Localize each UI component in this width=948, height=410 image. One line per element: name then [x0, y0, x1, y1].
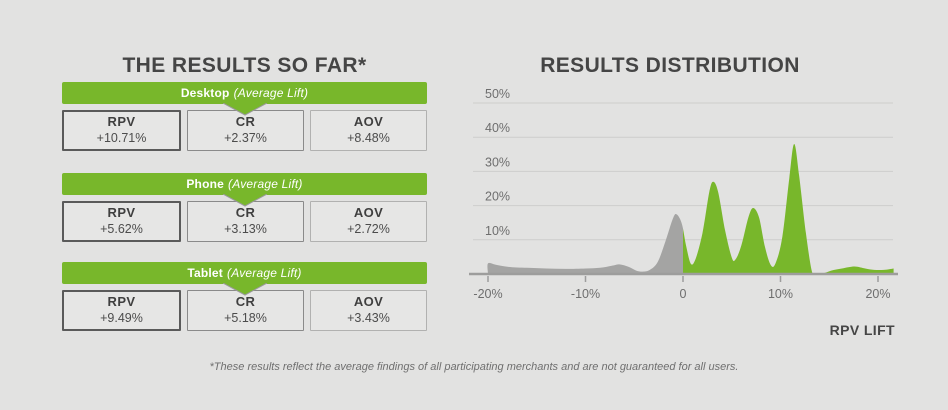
notch-arrow-icon [222, 194, 267, 207]
metric-label: CR [235, 294, 256, 310]
svg-text:-10%: -10% [571, 287, 600, 301]
svg-text:20%: 20% [485, 190, 510, 204]
chart-title: RESULTS DISTRIBUTION [540, 54, 800, 78]
svg-text:10%: 10% [485, 224, 510, 238]
metric-box-aov: AOV +3.43% [310, 290, 427, 331]
device-name: Phone [186, 177, 225, 191]
notch-arrow-icon [222, 283, 267, 296]
footnote: *These results reflect the average findi… [209, 361, 739, 373]
svg-text:10%: 10% [768, 287, 793, 301]
svg-text:20%: 20% [865, 287, 890, 301]
tablet-metrics-row: RPV +9.49% CR +5.18% AOV +3.43% [62, 290, 427, 331]
average-lift-qualifier: (Average Lift) [233, 86, 309, 100]
metric-value: +3.43% [347, 311, 390, 326]
metric-label: RPV [107, 205, 136, 221]
desktop-header-bar: Desktop (Average Lift) [62, 82, 427, 104]
metric-box-cr: CR +3.13% [187, 201, 304, 242]
desktop-metrics-row: RPV +10.71% CR +2.37% AOV +8.48% [62, 110, 427, 151]
metric-value: +3.13% [224, 222, 267, 237]
average-lift-qualifier: (Average Lift) [228, 177, 303, 191]
notch-arrow-icon [222, 103, 267, 116]
metric-box-rpv: RPV +5.62% [62, 201, 181, 242]
device-name: Desktop [180, 86, 230, 100]
desktop-results-section: Desktop (Average Lift) RPV +10.71% CR +2… [62, 82, 427, 151]
tablet-results-section: Tablet (Average Lift) RPV +9.49% CR +5.1… [62, 262, 427, 331]
svg-text:-20%: -20% [473, 287, 502, 301]
metric-value: +5.18% [224, 311, 267, 326]
metric-label: CR [235, 205, 256, 221]
metric-box-cr: CR +5.18% [187, 290, 304, 331]
metric-value: +9.49% [100, 311, 143, 326]
metric-label: RPV [107, 114, 136, 130]
metric-label: AOV [353, 205, 384, 221]
metric-label: AOV [353, 294, 384, 310]
metric-value: +10.71% [96, 131, 147, 146]
tablet-header-bar: Tablet (Average Lift) [62, 262, 427, 284]
svg-text:30%: 30% [485, 155, 510, 169]
metric-label: AOV [353, 114, 384, 130]
results-title: THE RESULTS SO FAR* [122, 54, 367, 78]
metric-box-cr: CR +2.37% [187, 110, 304, 151]
metric-value: +5.62% [100, 222, 143, 237]
svg-text:40%: 40% [485, 121, 510, 135]
results-distribution-chart: 10% 20% 30% 40% 50% -20% -10% 0 10% 20% [469, 87, 898, 301]
metric-box-rpv: RPV +10.71% [62, 110, 181, 151]
metric-box-aov: AOV +2.72% [310, 201, 427, 242]
svg-text:0: 0 [680, 287, 687, 301]
phone-results-section: Phone (Average Lift) RPV +5.62% CR +3.13… [62, 173, 427, 242]
phone-header-bar: Phone (Average Lift) [62, 173, 427, 195]
average-lift-qualifier: (Average Lift) [227, 266, 302, 280]
phone-metrics-row: RPV +5.62% CR +3.13% AOV +2.72% [62, 201, 427, 242]
metric-label: CR [235, 114, 256, 130]
metric-box-aov: AOV +8.48% [310, 110, 427, 151]
metric-value: +2.72% [347, 222, 390, 237]
metric-label: RPV [107, 294, 136, 310]
metric-box-rpv: RPV +9.49% [62, 290, 181, 331]
metric-value: +2.37% [224, 131, 267, 146]
device-name: Tablet [187, 266, 224, 280]
x-axis-label: RPV LIFT [829, 322, 895, 338]
svg-text:50%: 50% [485, 87, 510, 101]
metric-value: +8.48% [347, 131, 390, 146]
